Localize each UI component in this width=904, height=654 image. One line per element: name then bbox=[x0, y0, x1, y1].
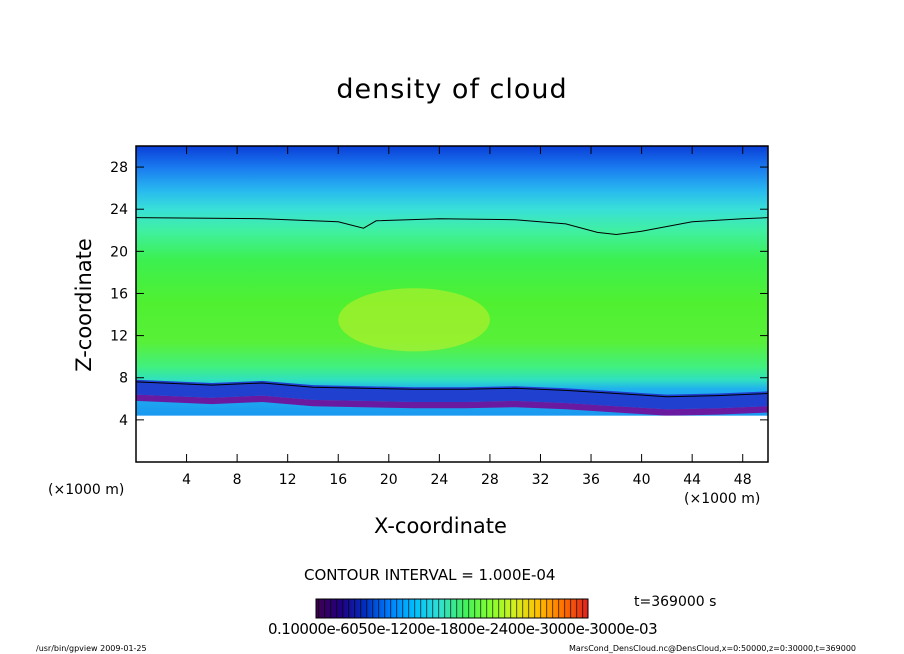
y-tick-label: 12 bbox=[110, 329, 128, 345]
footer-source: MarsCond_DensCloud.nc@DensCloud,x=0:5000… bbox=[568, 644, 856, 653]
x-tick-label: 24 bbox=[430, 472, 448, 488]
density-swirl bbox=[338, 288, 490, 352]
footer-command: /usr/bin/gpview 2009-01-25 bbox=[36, 644, 147, 653]
x-tick-label: 44 bbox=[683, 472, 701, 488]
x-tick-label: 28 bbox=[481, 472, 499, 488]
y-tick-label: 8 bbox=[119, 371, 128, 387]
contour-interval-label: CONTOUR INTERVAL = 1.000E-04 bbox=[304, 566, 556, 584]
y-tick-label: 20 bbox=[110, 244, 128, 260]
x-axis-unit: (×1000 m) bbox=[684, 491, 761, 507]
y-tick-label: 28 bbox=[110, 160, 128, 176]
x-tick-label: 20 bbox=[380, 472, 398, 488]
colorbar-segments bbox=[316, 599, 588, 618]
x-tick-label: 40 bbox=[633, 472, 651, 488]
x-axis-label: X-coordinate bbox=[374, 514, 507, 538]
time-label: t=369000 s bbox=[634, 594, 717, 610]
x-tick-label: 8 bbox=[233, 472, 242, 488]
cloud-base-purple bbox=[136, 394, 768, 416]
contour-line-top bbox=[136, 217, 768, 236]
x-tick-label: 12 bbox=[279, 472, 297, 488]
y-tick-label: 16 bbox=[110, 286, 128, 302]
y-axis: 4 8 12 16 20 24 28 bbox=[110, 160, 768, 429]
plot-area bbox=[135, 145, 769, 463]
x-tick-label: 4 bbox=[182, 472, 191, 488]
x-tick-label: 16 bbox=[329, 472, 347, 488]
contour-line-base bbox=[136, 381, 768, 398]
chart-title: density of cloud bbox=[336, 74, 568, 105]
x-tick-label: 32 bbox=[532, 472, 550, 488]
clear-air-region bbox=[136, 415, 768, 462]
x-tick-label: 36 bbox=[582, 472, 600, 488]
x-tick-label: 48 bbox=[734, 472, 752, 488]
y-tick-label: 4 bbox=[119, 413, 128, 429]
colorbar-frame bbox=[315, 598, 589, 619]
x-axis: 4 8 12 16 20 24 28 32 36 40 44 48 bbox=[182, 146, 752, 488]
y-tick-label: 24 bbox=[110, 202, 128, 218]
plot-frame bbox=[135, 145, 769, 463]
cloud-base-band bbox=[136, 379, 768, 410]
y-axis-unit: (×1000 m) bbox=[48, 482, 125, 498]
colorbar bbox=[315, 598, 589, 619]
colorbar-tick-labels: 0.10000e-6050e-1200e-1800e-2400e-3000e-3… bbox=[268, 620, 658, 638]
